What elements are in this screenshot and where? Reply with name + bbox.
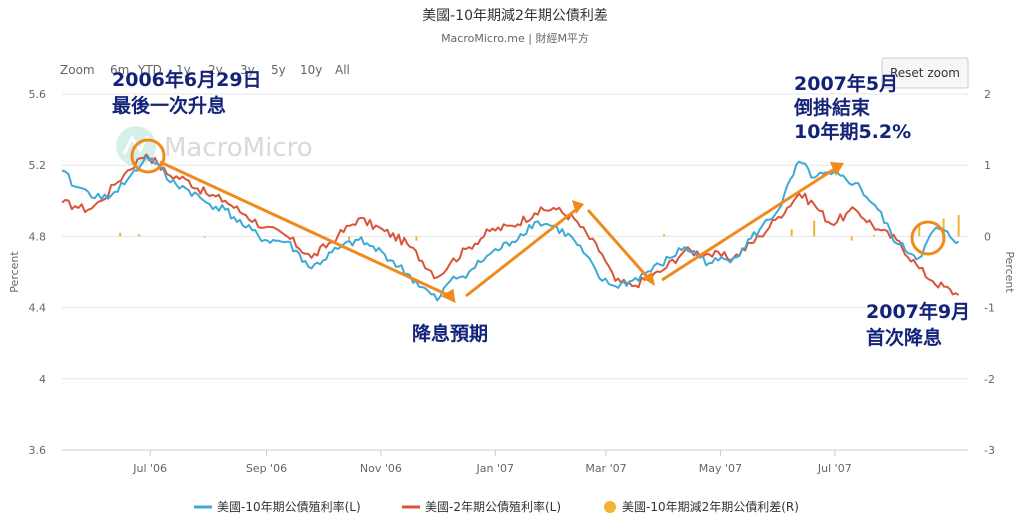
x-axis-ticks: Jul '06 Sep '06 Nov '06 Jan '07 Mar '07 May '… — [62, 449, 968, 475]
zoom-3y-button[interactable]: 3y — [240, 63, 255, 77]
spread-bar — [663, 234, 666, 237]
right-axis-tick-label: -1 — [984, 302, 995, 315]
zoom-10y-button[interactable]: 10y — [300, 63, 322, 77]
left-axis-tick-label: 4.8 — [29, 230, 47, 243]
spread-bar — [415, 236, 418, 241]
legend-label-two-year[interactable]: 美國-2年期公債殖利率(L) — [425, 499, 561, 514]
arrow-decline-2 — [586, 209, 652, 281]
reset-zoom-button-bg[interactable] — [881, 57, 969, 89]
annotation-inversion-end: 2007年5月 倒掛結束 10年期5.2% — [793, 72, 911, 143]
zoom-label: Zoom — [60, 63, 95, 77]
macromicro-logo-text: MacroMicro — [164, 133, 313, 163]
first-cut-circle — [910, 220, 946, 256]
left-axis-tick-label: 3.6 — [29, 444, 47, 457]
annotation-inversion-end-line2: 倒掛結束 — [793, 96, 871, 119]
zoom-1y-button[interactable]: 1y — [176, 63, 191, 77]
x-axis-tick-label: Jul '07 — [817, 462, 852, 475]
spread-bar — [790, 229, 793, 237]
chart-subtitle: MacroMicro.me | 財經M平方 — [441, 31, 589, 45]
legend-label-spread[interactable]: 美國-10年期減2年期公債利差(R) — [622, 499, 799, 514]
left-axis-tick-label: 5.6 — [29, 88, 47, 101]
zoom-all-button[interactable]: All — [335, 63, 350, 77]
left-axis-title: Percent — [8, 251, 21, 293]
arrow-head-decline-2 — [642, 272, 655, 286]
right-axis-ticks: -3 -2 -1 0 1 2 — [984, 88, 995, 457]
legend-item-two-year[interactable]: 美國-2年期公債殖利率(L) — [402, 499, 561, 514]
spread-bar — [203, 236, 206, 238]
x-axis-tick-label: Mar '07 — [585, 462, 626, 475]
annotation-first-cut-line2: 首次降息 — [866, 326, 942, 349]
arrow-head-decline-1 — [441, 288, 456, 304]
right-axis-tick-label: 0 — [984, 230, 991, 243]
annotation-inversion-end-line1: 2007年5月 — [794, 72, 898, 95]
annotation-last-hike-line1: 2006年6月29日 — [112, 68, 262, 91]
spread-bar — [918, 223, 921, 237]
spread-bars — [119, 215, 960, 241]
spread-bar — [957, 215, 960, 237]
legend-item-ten-year[interactable]: 美國-10年期公債殖利率(L) — [194, 499, 361, 514]
arrow-rise-1 — [465, 206, 579, 298]
x-axis-tick-label: Jan '07 — [476, 462, 514, 475]
right-axis-tick-label: -2 — [984, 373, 995, 386]
legend-label-ten-year[interactable]: 美國-10年期公債殖利率(L) — [217, 499, 361, 514]
ten-year-line — [61, 155, 960, 302]
annotation-first-cut: 2007年9月 首次降息 — [866, 300, 970, 349]
annotation-last-hike: 2006年6月29日 最後一次升息 — [112, 68, 262, 117]
annotation-first-cut-line1: 2007年9月 — [866, 300, 970, 323]
two-year-line — [61, 153, 960, 296]
spread-bar — [873, 234, 876, 237]
zoom-5y-button[interactable]: 5y — [271, 63, 286, 77]
x-axis-tick-label: Jul '06 — [132, 462, 167, 475]
x-axis-tick-label: Nov '06 — [360, 462, 402, 475]
zoom-ytd-button[interactable]: YTD — [137, 63, 162, 77]
macromicro-watermark: MacroMicro — [116, 126, 313, 166]
annotation-cut-expectation: 降息預期 — [412, 322, 488, 345]
yield-lines — [61, 153, 960, 302]
x-axis-tick-label: May '07 — [699, 462, 742, 475]
reset-zoom-button[interactable]: Reset zoom — [881, 57, 969, 89]
arrow-head-rise-1 — [572, 200, 584, 214]
right-axis-tick-label: -3 — [984, 444, 995, 457]
x-axis-tick-label: Sep '06 — [246, 462, 287, 475]
left-axis-tick-label: 4 — [39, 373, 46, 386]
zoom-toolbar: Zoom 6m YTD 1y 2y 3y 5y 10y All — [60, 63, 350, 77]
zoom-6m-button[interactable]: 6m — [110, 63, 129, 77]
reset-zoom-label[interactable]: Reset zoom — [890, 66, 960, 80]
annotation-last-hike-line2: 最後一次升息 — [112, 94, 226, 117]
chart-title: 美國-10年期減2年期公債利差 — [422, 7, 608, 24]
left-axis-ticks: 3.6 4 4.4 4.8 5.2 5.6 — [29, 88, 47, 457]
legend-swatch-spread[interactable] — [604, 501, 616, 513]
spread-bar — [347, 236, 350, 240]
spread-bar — [813, 220, 816, 237]
right-axis-tick-label: 2 — [984, 88, 991, 101]
annotation-cut-expectation-line1: 降息預期 — [412, 322, 488, 345]
annotation-inversion-end-line3: 10年期5.2% — [794, 120, 911, 143]
spread-bar — [137, 234, 140, 237]
right-axis-tick-label: 1 — [984, 159, 991, 172]
legend: 美國-10年期公債殖利率(L) 美國-2年期公債殖利率(L) 美國-10年期減2… — [194, 499, 799, 514]
arrow-head-rise-2 — [830, 162, 844, 176]
left-axis-tick-label: 5.2 — [29, 159, 47, 172]
spread-bar — [942, 218, 945, 237]
arrow-rise-2 — [661, 166, 837, 282]
arrow-decline-1 — [159, 160, 451, 298]
spread-bar — [850, 236, 853, 241]
legend-item-spread[interactable]: 美國-10年期減2年期公債利差(R) — [604, 499, 799, 514]
last-hike-circle — [130, 138, 166, 174]
trend-arrows — [130, 138, 946, 304]
left-axis-tick-label: 4.4 — [29, 302, 47, 315]
right-axis-title: Percent — [1003, 251, 1016, 293]
zoom-2y-button[interactable]: 2y — [208, 63, 223, 77]
spread-bar — [119, 232, 122, 237]
